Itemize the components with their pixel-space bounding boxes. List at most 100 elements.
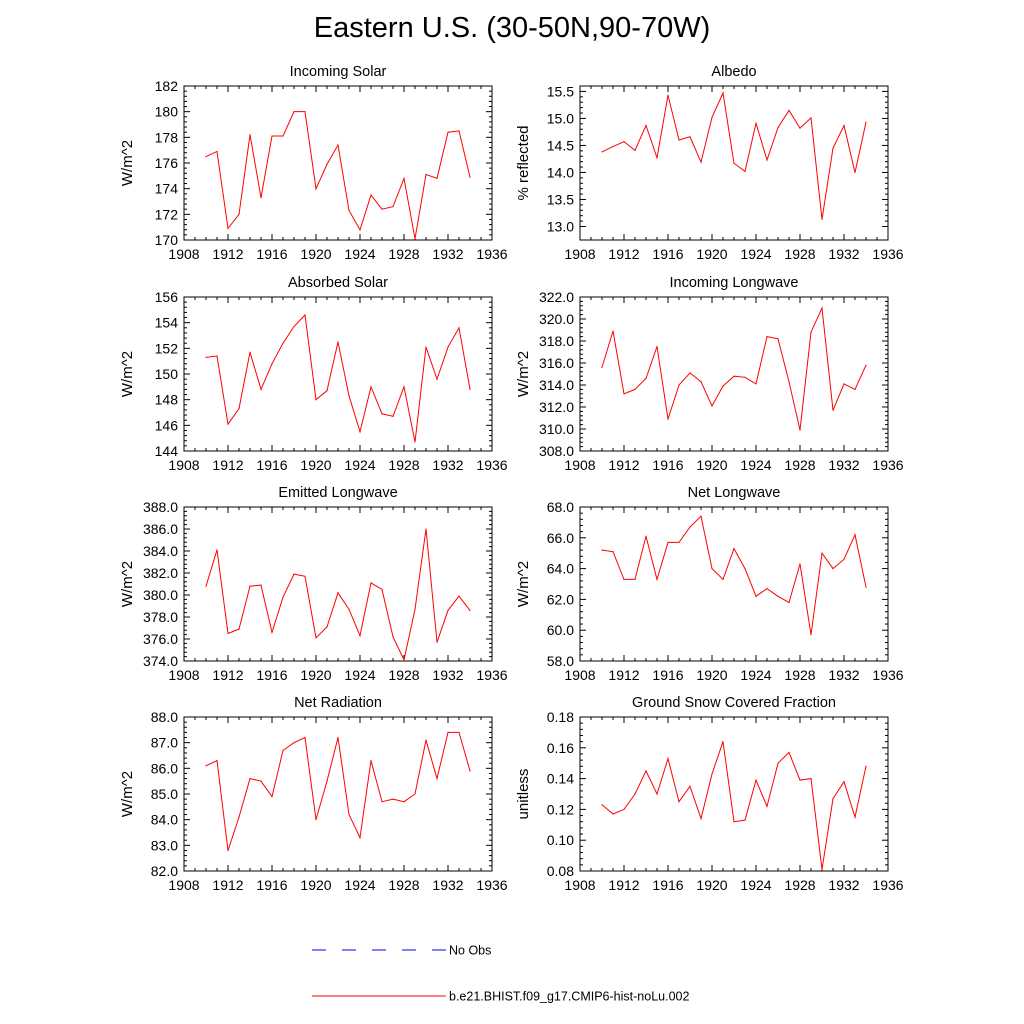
- data-point: [766, 336, 768, 338]
- data-point: [304, 111, 306, 113]
- data-point: [249, 351, 251, 353]
- data-point: [238, 816, 240, 818]
- data-point: [667, 418, 669, 420]
- data-point: [678, 541, 680, 544]
- data-point: [601, 366, 603, 368]
- y-tick-label: 83.0: [151, 837, 178, 853]
- x-tick-label: 1924: [740, 877, 771, 893]
- data-point: [326, 780, 328, 782]
- y-tick-label: 320.0: [539, 311, 574, 327]
- data-point: [227, 632, 229, 635]
- data-point: [249, 134, 251, 136]
- y-axis-label: W/m^2: [119, 351, 136, 397]
- data-point: [689, 526, 691, 528]
- data-point: [414, 441, 416, 443]
- series-line: [601, 741, 867, 870]
- data-point: [755, 383, 757, 385]
- data-point: [271, 363, 273, 365]
- data-point: [337, 736, 339, 739]
- y-tick-label: 15.0: [547, 110, 574, 126]
- data-point: [447, 131, 449, 133]
- y-tick-label: 58.0: [547, 653, 574, 669]
- data-point: [755, 595, 757, 597]
- y-tick-label: 380.0: [143, 587, 178, 603]
- data-point: [469, 388, 471, 390]
- data-point: [656, 345, 658, 348]
- data-point: [348, 813, 350, 816]
- data-point: [205, 765, 207, 767]
- data-point: [744, 170, 746, 172]
- data-point: [359, 837, 361, 839]
- series-line: [205, 731, 471, 851]
- y-tick-label: 60.0: [547, 622, 574, 638]
- chart-panel-6: 1908 1912 1916 1920 1924 1928 1932 1936 58.0 60.0…: [515, 485, 904, 683]
- data-point: [414, 793, 416, 795]
- data-point: [601, 549, 603, 551]
- data-point: [788, 109, 790, 111]
- y-tick-label: 318.0: [539, 333, 574, 349]
- x-tick-label: 1912: [608, 877, 639, 893]
- plot-frame: [183, 296, 493, 452]
- data-point: [271, 795, 273, 798]
- data-point: [854, 534, 856, 536]
- x-tick-label: 1928: [784, 246, 815, 262]
- x-tick-label: 1916: [652, 877, 683, 893]
- data-point: [271, 631, 273, 634]
- data-point: [623, 393, 625, 395]
- panel-title: Net Longwave: [688, 485, 781, 501]
- x-tick-label: 1912: [608, 667, 639, 683]
- data-point: [403, 177, 405, 179]
- x-tick-label: 1916: [256, 877, 287, 893]
- data-point: [788, 751, 790, 754]
- data-point: [634, 149, 636, 151]
- y-tick-label: 310.0: [539, 421, 574, 437]
- x-tick-label: 1908: [168, 667, 199, 683]
- data-point: [238, 213, 240, 215]
- series-line: [205, 313, 471, 443]
- y-tick-label: 388.0: [143, 499, 178, 515]
- data-point: [656, 578, 658, 580]
- data-point: [436, 378, 438, 380]
- x-tick-label: 1920: [300, 667, 331, 683]
- data-point: [700, 381, 702, 383]
- data-point: [326, 390, 328, 392]
- x-tick-label: 1920: [696, 457, 727, 473]
- data-point: [667, 94, 669, 96]
- x-tick-label: 1928: [388, 246, 419, 262]
- data-point: [282, 342, 284, 344]
- data-point: [843, 124, 845, 127]
- data-point: [612, 145, 614, 148]
- data-point: [689, 785, 691, 787]
- x-tick-label: 1920: [300, 246, 331, 262]
- data-point: [634, 793, 636, 795]
- x-tick-label: 1924: [344, 877, 375, 893]
- data-point: [634, 578, 636, 580]
- x-tick-label: 1932: [432, 457, 463, 473]
- x-tick-label: 1932: [828, 457, 859, 473]
- data-point: [678, 801, 680, 803]
- data-point: [777, 338, 779, 340]
- data-point: [447, 731, 449, 734]
- x-tick-label: 1924: [740, 457, 771, 473]
- y-tick-label: 14.0: [547, 164, 574, 180]
- x-tick-label: 1920: [300, 877, 331, 893]
- x-tick-label: 1912: [608, 457, 639, 473]
- y-axis-label: W/m^2: [119, 561, 136, 607]
- data-point: [854, 171, 856, 174]
- x-tick-label: 1920: [696, 877, 727, 893]
- data-point: [315, 637, 317, 639]
- data-point: [436, 177, 438, 179]
- chart-panel-4: 1908 1912 1916 1920 1924 1928 1932 1936 308.0 310…: [515, 275, 904, 473]
- data-point: [260, 388, 262, 390]
- data-point: [744, 376, 746, 378]
- data-point: [337, 144, 339, 146]
- data-point: [755, 122, 757, 124]
- chart-panel-7: 1908 1912 1916 1920 1924 1928 1932 1936 82.0 83.0…: [119, 695, 508, 893]
- x-tick-label: 1908: [564, 246, 595, 262]
- data-point: [348, 395, 350, 397]
- panel-title: Incoming Longwave: [670, 275, 799, 291]
- data-point: [788, 601, 790, 604]
- x-tick-label: 1920: [696, 246, 727, 262]
- data-point: [326, 163, 328, 165]
- data-point: [744, 568, 746, 570]
